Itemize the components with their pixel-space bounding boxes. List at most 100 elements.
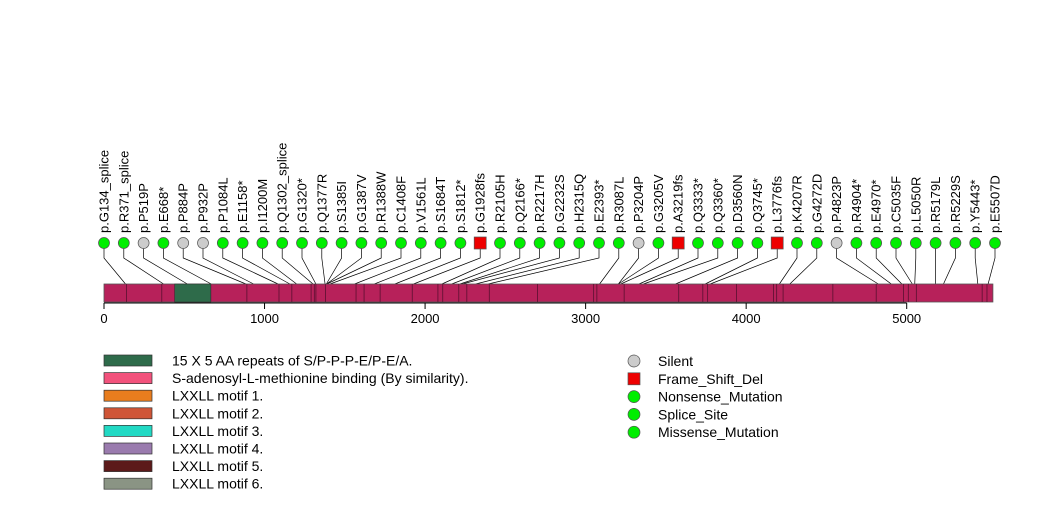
domain-legend-label: LXXLL motif 4. — [172, 441, 263, 457]
mutation-marker — [336, 238, 347, 249]
mutation-connector — [876, 248, 902, 284]
mutation-connector — [282, 248, 313, 284]
mutation-marker — [316, 238, 327, 249]
mutation-marker — [574, 238, 585, 249]
mutation-label: p.L5050R — [908, 177, 923, 233]
mutation-label: p.Q3333* — [691, 178, 706, 233]
domain-block — [175, 284, 211, 302]
mutation-marker — [415, 238, 426, 249]
mutation-marker — [435, 238, 446, 249]
mutation-connector — [442, 248, 500, 284]
mutation-connector — [705, 248, 757, 284]
mutation-label: p.Q3745* — [750, 178, 765, 233]
mutation-label: p.I1200M — [255, 179, 270, 233]
mutation-marker — [257, 238, 268, 249]
mutation-connector — [414, 248, 481, 284]
domain-legend-label: 15 X 5 AA repeats of S/P-P-P-E/P-E/A. — [172, 353, 412, 369]
mutation-connector — [488, 248, 599, 284]
axis-tick-label: 0 — [100, 311, 107, 326]
mutation-connector — [790, 248, 817, 284]
mutation-connector — [104, 248, 126, 284]
mutation-label: p.V1561L — [413, 177, 428, 233]
mutation-label: p.L3776fs — [770, 175, 785, 233]
domain-legend-swatch — [104, 461, 152, 472]
domain-legend: 15 X 5 AA repeats of S/P-P-P-E/P-E/A.S-a… — [104, 353, 468, 492]
mutation-label: p.P4823P — [829, 176, 844, 233]
mutation-connector — [837, 248, 879, 284]
mutation-connector — [600, 248, 619, 284]
mutation-label: p.Q2166* — [512, 178, 527, 233]
mutation-marker — [970, 238, 981, 249]
mutation-marker — [178, 238, 189, 249]
mutation-legend-swatch — [628, 408, 640, 420]
mutation-connector — [676, 248, 738, 284]
domain-legend-swatch — [104, 390, 152, 401]
mutation-marker — [712, 238, 723, 249]
axis-tick-label: 2000 — [411, 311, 440, 326]
mutation-connector — [302, 248, 316, 284]
mutation-label: p.E1158* — [235, 180, 250, 233]
axis-tick-label: 4000 — [732, 311, 761, 326]
domain-legend-swatch — [104, 425, 152, 436]
mutation-label: p.Q3360* — [710, 178, 725, 233]
mutation-label: p.G3205V — [651, 174, 666, 233]
mutation-label: p.E2393* — [592, 180, 607, 234]
mutation-marker — [613, 238, 624, 249]
mutation-marker — [495, 238, 506, 249]
mutation-marker — [732, 238, 743, 249]
protein-backbone-bar — [104, 284, 993, 302]
mutation-marker — [910, 238, 921, 249]
mutation-connector — [374, 248, 440, 284]
mutation-connector — [915, 248, 916, 284]
mutation-connector — [856, 248, 891, 284]
mutation-label: p.R5179L — [928, 177, 943, 233]
mutation-connector — [975, 248, 978, 284]
domain-legend-swatch — [104, 408, 152, 419]
mutation-marker — [474, 237, 486, 249]
mutation-marker — [950, 238, 961, 249]
mutation-label: p.S1812* — [453, 179, 468, 233]
mutation-label: p.R371_splice — [116, 151, 131, 233]
mutation-legend-swatch — [628, 391, 640, 403]
mutation-marker — [831, 238, 842, 249]
mutation-connector — [452, 248, 520, 284]
mutation-label: p.C1408F — [394, 176, 409, 233]
mutation-connector — [322, 248, 325, 284]
mutation-label: p.C5035F — [889, 176, 904, 233]
mutation-marker — [871, 238, 882, 249]
mutation-marker — [891, 238, 902, 249]
mutation-label: p.E668* — [156, 187, 171, 233]
mutation-connector — [943, 248, 955, 284]
domain-legend-swatch — [104, 443, 152, 454]
mutation-marker — [752, 238, 763, 249]
mutation-legend-label: Missense_Mutation — [658, 424, 779, 440]
mutation-legend-swatch — [628, 426, 640, 438]
mutation-legend-label: Splice_Site — [658, 406, 728, 422]
domain-legend-label: LXXLL motif 1. — [172, 388, 263, 404]
mutation-label: p.R5229S — [948, 175, 963, 233]
mutation-label: p.D3560N — [730, 174, 745, 233]
mutation-marker — [297, 238, 308, 249]
mutation-marker — [792, 238, 803, 249]
mutation-label: p.R2217H — [532, 174, 547, 233]
mutation-connector — [779, 248, 797, 284]
domain-legend-label: LXXLL motif 3. — [172, 423, 263, 439]
axis-tick-label: 3000 — [571, 311, 600, 326]
domain-legend-label: LXXLL motif 2. — [172, 405, 263, 421]
domain-legend-label: LXXLL motif 6. — [172, 476, 263, 492]
mutation-marker — [138, 238, 149, 249]
mutation-legend-label: Silent — [658, 353, 693, 369]
mutation-marker — [930, 238, 941, 249]
mutation-label: p.P1084L — [215, 177, 230, 233]
mutation-legend-swatch — [628, 373, 640, 385]
mutation-marker — [277, 238, 288, 249]
mutation-label: p.G4272D — [809, 174, 824, 233]
mutation-label: p.Q1377R — [314, 174, 329, 233]
mutation-marker — [99, 238, 110, 249]
domain-legend-label: S-adenosyl-L-methionine binding (By simi… — [172, 370, 468, 386]
axis-tick-label: 5000 — [892, 311, 921, 326]
mutation-marker — [554, 238, 565, 249]
mutation-marker — [851, 238, 862, 249]
